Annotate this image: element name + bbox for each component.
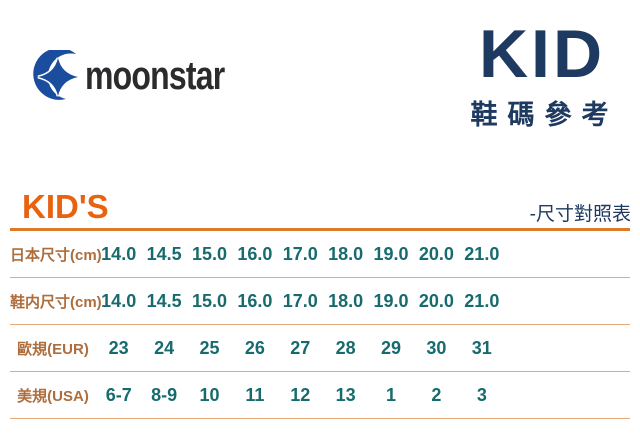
size-value: 20.0: [418, 243, 454, 264]
row-label: 歐規(EUR): [17, 340, 89, 358]
table-row-eur-size: 歐規(EUR) 23 24 25 26 27 28 29 30 31: [10, 325, 630, 372]
size-value: 2: [431, 384, 442, 405]
section-note: -尺寸對照表: [529, 204, 631, 225]
size-value: 13: [335, 384, 356, 405]
size-value: 14.5: [146, 290, 182, 311]
size-value: 26: [244, 337, 265, 358]
size-value: 21.0: [464, 243, 500, 264]
row-label: 鞋内尺寸(cm): [10, 293, 102, 311]
size-value: 20.0: [418, 290, 454, 311]
size-value: 28: [335, 337, 356, 358]
table-row-inner-size: 鞋内尺寸(cm) 14.0 14.5 15.0 16.0 17.0 18.0 1…: [10, 278, 630, 325]
size-value: 23: [108, 337, 129, 358]
size-value: 29: [381, 337, 402, 358]
size-value: 27: [290, 337, 311, 358]
size-value: 21.0: [464, 290, 500, 311]
size-value: 3: [476, 384, 487, 405]
size-value: 30: [426, 337, 447, 358]
size-value: 10: [199, 384, 220, 405]
row-label: 美規(USA): [17, 387, 89, 405]
size-value: 12: [290, 384, 311, 405]
size-value: 14.0: [101, 243, 137, 264]
size-value: 18.0: [328, 290, 364, 311]
moonstar-logo-text: moonstar: [85, 54, 225, 98]
size-value: 24: [154, 337, 175, 358]
size-value: 14.5: [146, 243, 182, 264]
size-value: 11: [245, 384, 265, 405]
size-value: 15.0: [191, 290, 227, 311]
size-value: 19.0: [373, 290, 409, 311]
size-value: 18.0: [328, 243, 364, 264]
row-label: 日本尺寸(cm): [10, 246, 102, 264]
moonstar-logo: moonstar: [20, 50, 259, 102]
size-value: 16.0: [237, 290, 273, 311]
size-value: 25: [199, 337, 220, 358]
size-value: 6-7: [105, 384, 132, 405]
size-value: 17.0: [282, 290, 318, 311]
size-value: 15.0: [191, 243, 227, 264]
page-title: KID: [478, 16, 606, 92]
page-subtitle: 鞋碼參考: [470, 100, 619, 130]
size-value: 31: [471, 337, 492, 358]
size-table: 日本尺寸(cm) 14.0 14.5 15.0 16.0 17.0 18.0 1…: [10, 231, 630, 419]
size-value: 17.0: [282, 243, 318, 264]
moonstar-crescent-star-icon: [33, 50, 79, 100]
size-value: 8-9: [151, 384, 178, 405]
table-row-japan-size: 日本尺寸(cm) 14.0 14.5 15.0 16.0 17.0 18.0 1…: [10, 231, 630, 278]
size-value: 16.0: [237, 243, 273, 264]
size-value: 1: [386, 384, 397, 405]
size-value: 14.0: [101, 290, 137, 311]
table-row-usa-size: 美規(USA) 6-7 8-9 10 11 12 13 1 2 3: [10, 372, 630, 419]
section-divider: [10, 228, 630, 231]
size-value: 19.0: [373, 243, 409, 264]
page-title-block: KID 鞋碼參考: [460, 20, 624, 132]
section-heading: KID'S: [22, 188, 109, 225]
